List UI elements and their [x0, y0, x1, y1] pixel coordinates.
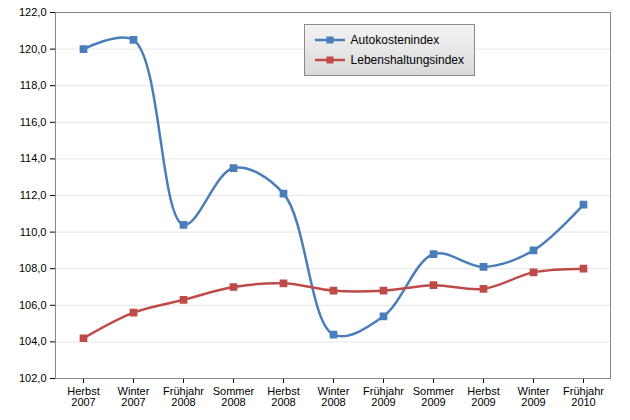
html-text:Autokostenindex: Autokostenindex: [350, 33, 440, 47]
svg-text:108,0: 108,0: [19, 262, 47, 274]
svg-text:Frühjahr2010: Frühjahr2010: [563, 385, 604, 408]
svg-text:Winter2009: Winter2009: [518, 385, 550, 408]
svg-text:Herbst2008: Herbst2008: [267, 385, 299, 408]
svg-text:Sommer2009: Sommer2009: [413, 385, 455, 408]
svg-text:114,0: 114,0: [20, 152, 47, 164]
svg-text:110,0: 110,0: [20, 226, 47, 238]
svg-text:Herbst2009: Herbst2009: [467, 385, 499, 408]
svg-text:Frühjahr2009: Frühjahr2009: [363, 385, 404, 408]
svg-text:116,0: 116,0: [20, 116, 47, 128]
svg-text:106,0: 106,0: [19, 299, 47, 311]
svg-text:104,0: 104,0: [19, 335, 47, 347]
svg-text:Herbst2007: Herbst2007: [67, 385, 99, 408]
svg-text:112,0: 112,0: [20, 189, 47, 201]
svg-text:118,0: 118,0: [20, 79, 47, 91]
svg-text:102,0: 102,0: [19, 372, 47, 384]
svg-text:120,0: 120,0: [19, 43, 47, 55]
svg-text:Winter2007: Winter2007: [118, 385, 150, 408]
svg-text:122,0: 122,0: [19, 6, 47, 18]
html-text:Lebenshaltungsindex: Lebenshaltungsindex: [350, 53, 464, 67]
svg-text:Frühjahr2008: Frühjahr2008: [163, 385, 204, 408]
svg-text:Sommer2008: Sommer2008: [213, 385, 255, 408]
svg-text:Winter2008: Winter2008: [318, 385, 350, 408]
